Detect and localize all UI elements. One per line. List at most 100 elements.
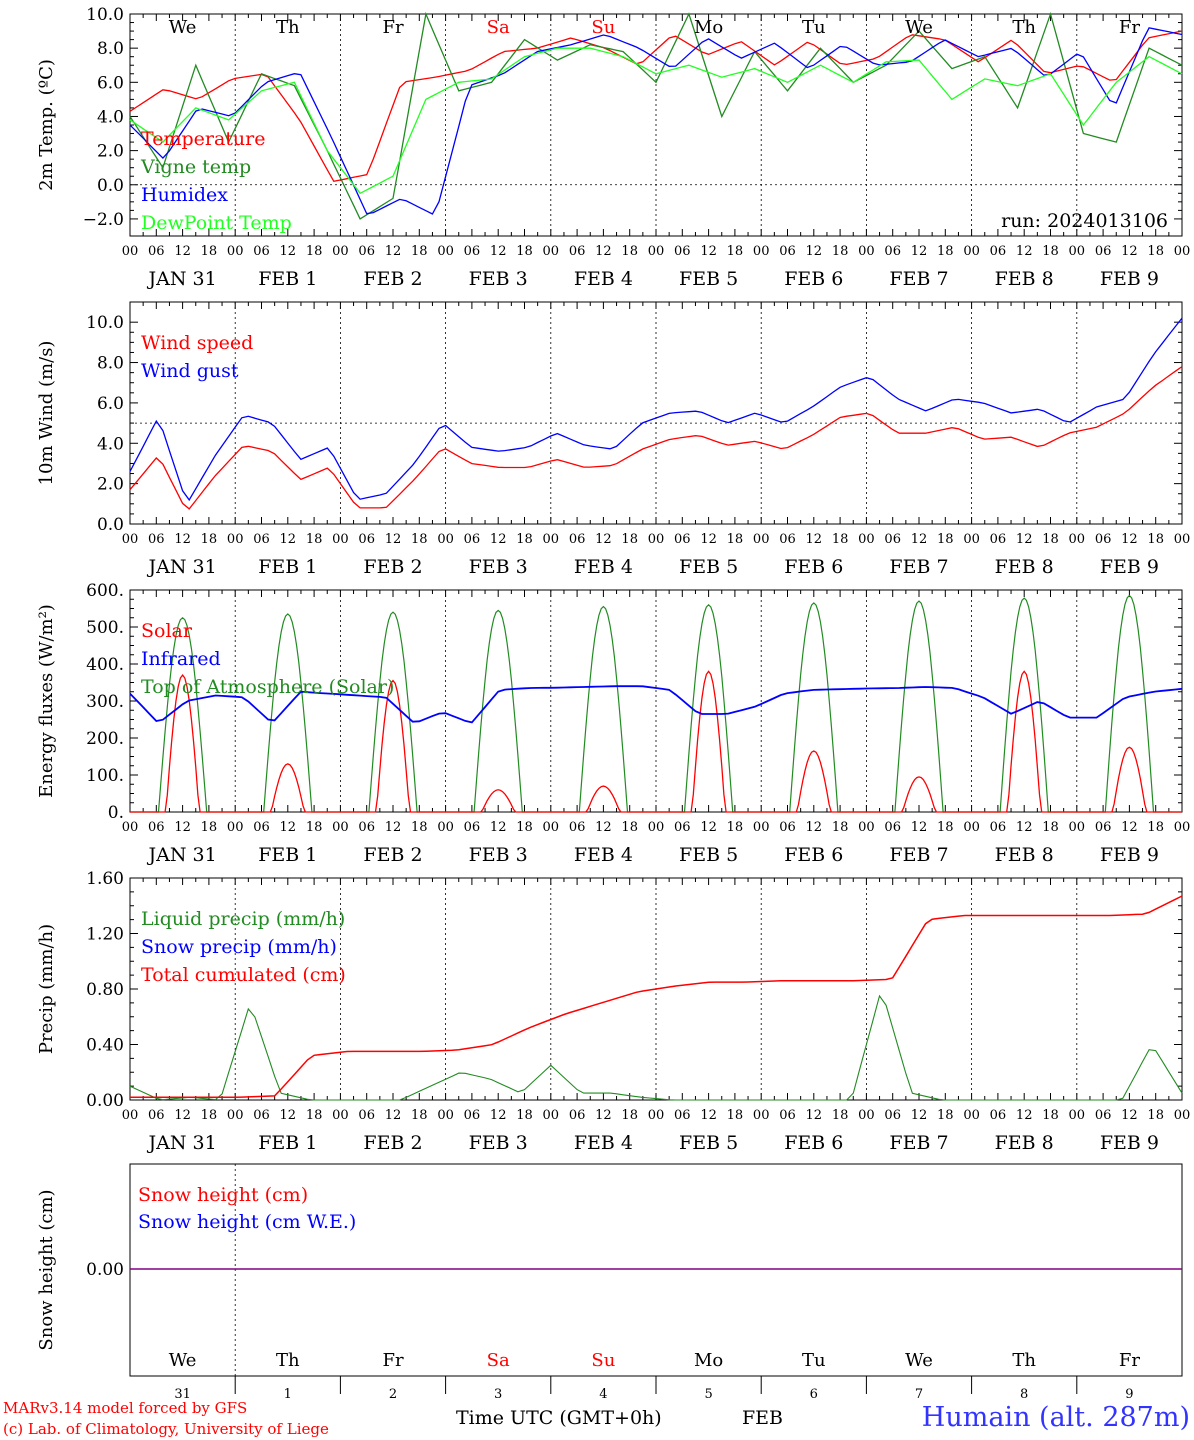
y-tick-label: 100. (86, 766, 124, 786)
series-vigne-temp (129, 11, 1183, 220)
hour-tick-label: 00 (122, 1108, 139, 1123)
legend-entry: Snow precip (mm/h) (141, 936, 337, 958)
date-label: FEB 7 (889, 268, 948, 290)
weekday-label: We (169, 1350, 197, 1371)
hour-tick-label: 00 (858, 820, 875, 835)
legend-entry: Wind speed (141, 332, 253, 354)
hour-tick-label: 00 (858, 244, 875, 259)
weekday-label: Su (591, 17, 615, 38)
hour-tick-label: 06 (148, 532, 165, 547)
series-solar (130, 670, 1182, 813)
hour-tick-label: 12 (490, 1108, 507, 1123)
hour-tick-label: 00 (332, 1108, 349, 1123)
y-tick-label: 0.00 (86, 1091, 124, 1111)
date-label: FEB 5 (679, 268, 738, 290)
date-label: FEB 1 (258, 268, 317, 290)
date-label: FEB 4 (574, 268, 633, 290)
day-number-label: 5 (704, 1387, 712, 1402)
y-tick-label: 1.20 (86, 925, 124, 945)
hour-tick-label: 18 (516, 532, 533, 547)
y-tick-label: 0. (108, 803, 124, 823)
hour-tick-label: 18 (621, 820, 638, 835)
series-humidex (129, 27, 1183, 215)
hour-tick-label: 06 (148, 244, 165, 259)
hour-tick-label: 18 (937, 1108, 954, 1123)
date-label: FEB 1 (258, 556, 317, 578)
hour-tick-label: 00 (332, 532, 349, 547)
legend-entry: Humidex (141, 184, 228, 206)
date-label: FEB 9 (1100, 556, 1159, 578)
run-annotation: run: 2024013106 (1001, 210, 1168, 232)
date-label: FEB 7 (889, 844, 948, 866)
hour-tick-label: 00 (1069, 532, 1086, 547)
weekday-label: We (905, 1350, 933, 1371)
hour-tick-label: 12 (806, 244, 823, 259)
hour-tick-label: 18 (832, 1108, 849, 1123)
hour-tick-label: 06 (884, 820, 901, 835)
hour-tick-label: 06 (358, 1108, 375, 1123)
hour-tick-label: 06 (674, 532, 691, 547)
y-tick-label: 8.0 (97, 354, 124, 374)
weekday-label: Th (276, 1350, 300, 1371)
hour-tick-label: 00 (437, 532, 454, 547)
hour-tick-label: 00 (648, 820, 665, 835)
hour-tick-label: 18 (516, 244, 533, 259)
hour-tick-label: 00 (963, 244, 980, 259)
hour-tick-label: 06 (464, 1108, 481, 1123)
series-liquid-precip (129, 994, 1183, 1101)
hour-tick-label: 12 (490, 244, 507, 259)
hour-tick-label: 12 (911, 820, 928, 835)
hour-tick-label: 12 (806, 1108, 823, 1123)
hour-tick-label: 00 (963, 1108, 980, 1123)
hour-tick-label: 12 (174, 244, 191, 259)
hour-tick-label: 12 (806, 532, 823, 547)
hour-tick-label: 06 (358, 532, 375, 547)
hour-tick-label: 12 (911, 1108, 928, 1123)
hour-tick-label: 06 (1095, 820, 1112, 835)
hour-tick-label: 12 (595, 1108, 612, 1123)
hour-tick-label: 06 (253, 244, 270, 259)
panel-4: 0.00 0.40 0.80 1.20 1.60 Precip (mm/h) Liquid … (36, 869, 1190, 1154)
date-label: JAN 31 (147, 556, 217, 578)
hour-tick-label: 18 (411, 532, 428, 547)
hour-tick-label: 18 (727, 532, 744, 547)
hour-tick-label: 06 (884, 244, 901, 259)
day-number-label: 3 (494, 1387, 502, 1402)
weekday-label: Th (1012, 1350, 1036, 1371)
y-axis-label: Energy fluxes (W/m²) (36, 604, 57, 798)
hour-tick-label: 00 (122, 532, 139, 547)
hour-tick-label: 12 (280, 820, 297, 835)
hour-tick-label: 12 (174, 1108, 191, 1123)
hour-tick-label: 18 (621, 532, 638, 547)
weekday-label: Fr (382, 1350, 403, 1371)
hour-tick-label: 06 (779, 244, 796, 259)
hour-tick-label: 00 (753, 244, 770, 259)
hour-tick-label: 18 (832, 532, 849, 547)
y-tick-label: −2.0 (83, 210, 124, 230)
hour-tick-label: 06 (779, 820, 796, 835)
hour-tick-label: 06 (990, 820, 1007, 835)
hour-tick-label: 18 (1147, 820, 1164, 835)
hour-tick-label: 12 (1121, 532, 1138, 547)
legend-entry: Vigne temp (140, 156, 251, 178)
hour-tick-label: 00 (753, 820, 770, 835)
hour-tick-label: 18 (306, 820, 323, 835)
hour-tick-label: 06 (253, 532, 270, 547)
y-tick-label: 10.0 (86, 313, 124, 333)
hour-tick-label: 06 (674, 244, 691, 259)
x-axis-title: Time UTC (GMT+0h) (456, 1407, 662, 1429)
hour-tick-label: 18 (621, 1108, 638, 1123)
date-label: FEB 2 (363, 268, 422, 290)
hour-tick-label: 00 (1174, 820, 1191, 835)
hour-tick-label: 12 (595, 820, 612, 835)
legend-entry: Total cumulated (cm) (141, 964, 346, 986)
date-label: JAN 31 (147, 1132, 217, 1154)
hour-tick-label: 12 (700, 820, 717, 835)
day-number-label: 8 (1020, 1387, 1028, 1402)
hour-tick-label: 00 (227, 820, 244, 835)
day-number-label: 31 (174, 1387, 191, 1402)
hour-tick-label: 00 (543, 244, 560, 259)
y-axis-label: Precip (mm/h) (36, 924, 57, 1054)
station-label: Humain (alt. 287m) (922, 1402, 1190, 1433)
